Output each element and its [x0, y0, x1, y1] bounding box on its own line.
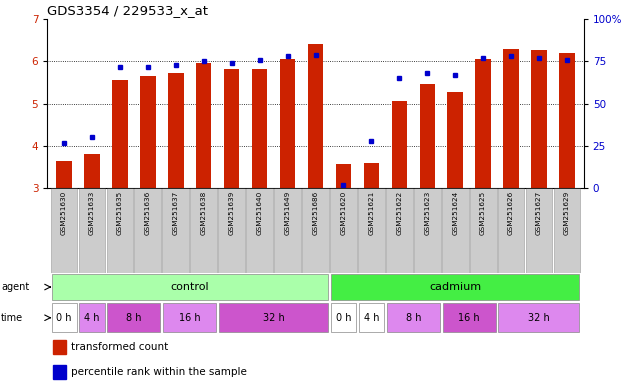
FancyBboxPatch shape [387, 303, 440, 333]
FancyBboxPatch shape [191, 188, 217, 273]
Text: 8 h: 8 h [406, 313, 421, 323]
Bar [475, 60, 491, 188]
FancyBboxPatch shape [52, 303, 76, 333]
Text: GSM251637: GSM251637 [173, 191, 179, 235]
FancyBboxPatch shape [219, 303, 328, 333]
Text: GSM251625: GSM251625 [480, 191, 486, 235]
FancyBboxPatch shape [553, 188, 581, 273]
Text: GSM251626: GSM251626 [508, 191, 514, 235]
Text: control: control [170, 282, 209, 292]
FancyBboxPatch shape [330, 188, 357, 273]
FancyBboxPatch shape [498, 188, 524, 273]
FancyBboxPatch shape [526, 188, 552, 273]
Text: cadmium: cadmium [429, 282, 481, 292]
FancyBboxPatch shape [331, 303, 356, 333]
FancyBboxPatch shape [331, 274, 579, 300]
Bar [308, 44, 323, 188]
Text: GSM251623: GSM251623 [424, 191, 430, 235]
FancyBboxPatch shape [107, 188, 133, 273]
Bar [196, 63, 211, 188]
Text: agent: agent [1, 282, 30, 292]
FancyBboxPatch shape [52, 274, 328, 300]
Bar [85, 154, 100, 188]
Bar [531, 50, 546, 188]
Text: 0 h: 0 h [336, 313, 351, 323]
Bar [53, 365, 66, 379]
FancyBboxPatch shape [442, 188, 469, 273]
Text: GSM251686: GSM251686 [312, 191, 319, 235]
Text: GSM251622: GSM251622 [396, 191, 403, 235]
Text: GSM251630: GSM251630 [61, 191, 67, 235]
FancyBboxPatch shape [107, 303, 160, 333]
Bar [112, 79, 127, 188]
Text: GSM251620: GSM251620 [341, 191, 346, 235]
Text: GSM251649: GSM251649 [285, 191, 290, 235]
Text: time: time [1, 313, 23, 323]
Bar [559, 53, 575, 188]
FancyBboxPatch shape [414, 188, 440, 273]
Bar [504, 49, 519, 188]
FancyBboxPatch shape [274, 188, 301, 273]
Text: GSM251621: GSM251621 [369, 191, 374, 235]
Bar [447, 92, 463, 188]
Text: percentile rank within the sample: percentile rank within the sample [71, 367, 247, 377]
FancyBboxPatch shape [79, 188, 105, 273]
Text: 16 h: 16 h [458, 313, 480, 323]
FancyBboxPatch shape [359, 303, 384, 333]
Text: GSM251639: GSM251639 [228, 191, 235, 235]
FancyBboxPatch shape [163, 303, 216, 333]
Text: 32 h: 32 h [528, 313, 550, 323]
Bar [420, 84, 435, 188]
Text: GSM251627: GSM251627 [536, 191, 542, 235]
Text: 32 h: 32 h [262, 313, 285, 323]
Text: transformed count: transformed count [71, 342, 168, 352]
FancyBboxPatch shape [162, 188, 189, 273]
Text: GSM251635: GSM251635 [117, 191, 123, 235]
Text: GSM251633: GSM251633 [89, 191, 95, 235]
Text: GSM251640: GSM251640 [257, 191, 262, 235]
Text: GDS3354 / 229533_x_at: GDS3354 / 229533_x_at [47, 4, 208, 17]
Text: 4 h: 4 h [363, 313, 379, 323]
Bar [280, 60, 295, 188]
FancyBboxPatch shape [442, 303, 496, 333]
FancyBboxPatch shape [498, 303, 579, 333]
FancyBboxPatch shape [302, 188, 329, 273]
Bar [363, 163, 379, 188]
Bar [53, 340, 66, 354]
Text: 8 h: 8 h [126, 313, 142, 323]
Bar [56, 161, 72, 188]
Text: 16 h: 16 h [179, 313, 201, 323]
FancyBboxPatch shape [134, 188, 162, 273]
Bar [140, 76, 156, 188]
Bar [168, 73, 184, 188]
Bar [252, 69, 268, 188]
Bar [392, 101, 407, 188]
Text: 0 h: 0 h [56, 313, 72, 323]
FancyBboxPatch shape [386, 188, 413, 273]
FancyBboxPatch shape [358, 188, 385, 273]
Text: 4 h: 4 h [85, 313, 100, 323]
Bar [336, 164, 351, 188]
FancyBboxPatch shape [218, 188, 245, 273]
Text: GSM251636: GSM251636 [145, 191, 151, 235]
FancyBboxPatch shape [246, 188, 273, 273]
Bar [224, 69, 239, 188]
Text: GSM251624: GSM251624 [452, 191, 458, 235]
FancyBboxPatch shape [469, 188, 497, 273]
FancyBboxPatch shape [50, 188, 78, 273]
FancyBboxPatch shape [80, 303, 105, 333]
Text: GSM251638: GSM251638 [201, 191, 207, 235]
Text: GSM251629: GSM251629 [564, 191, 570, 235]
